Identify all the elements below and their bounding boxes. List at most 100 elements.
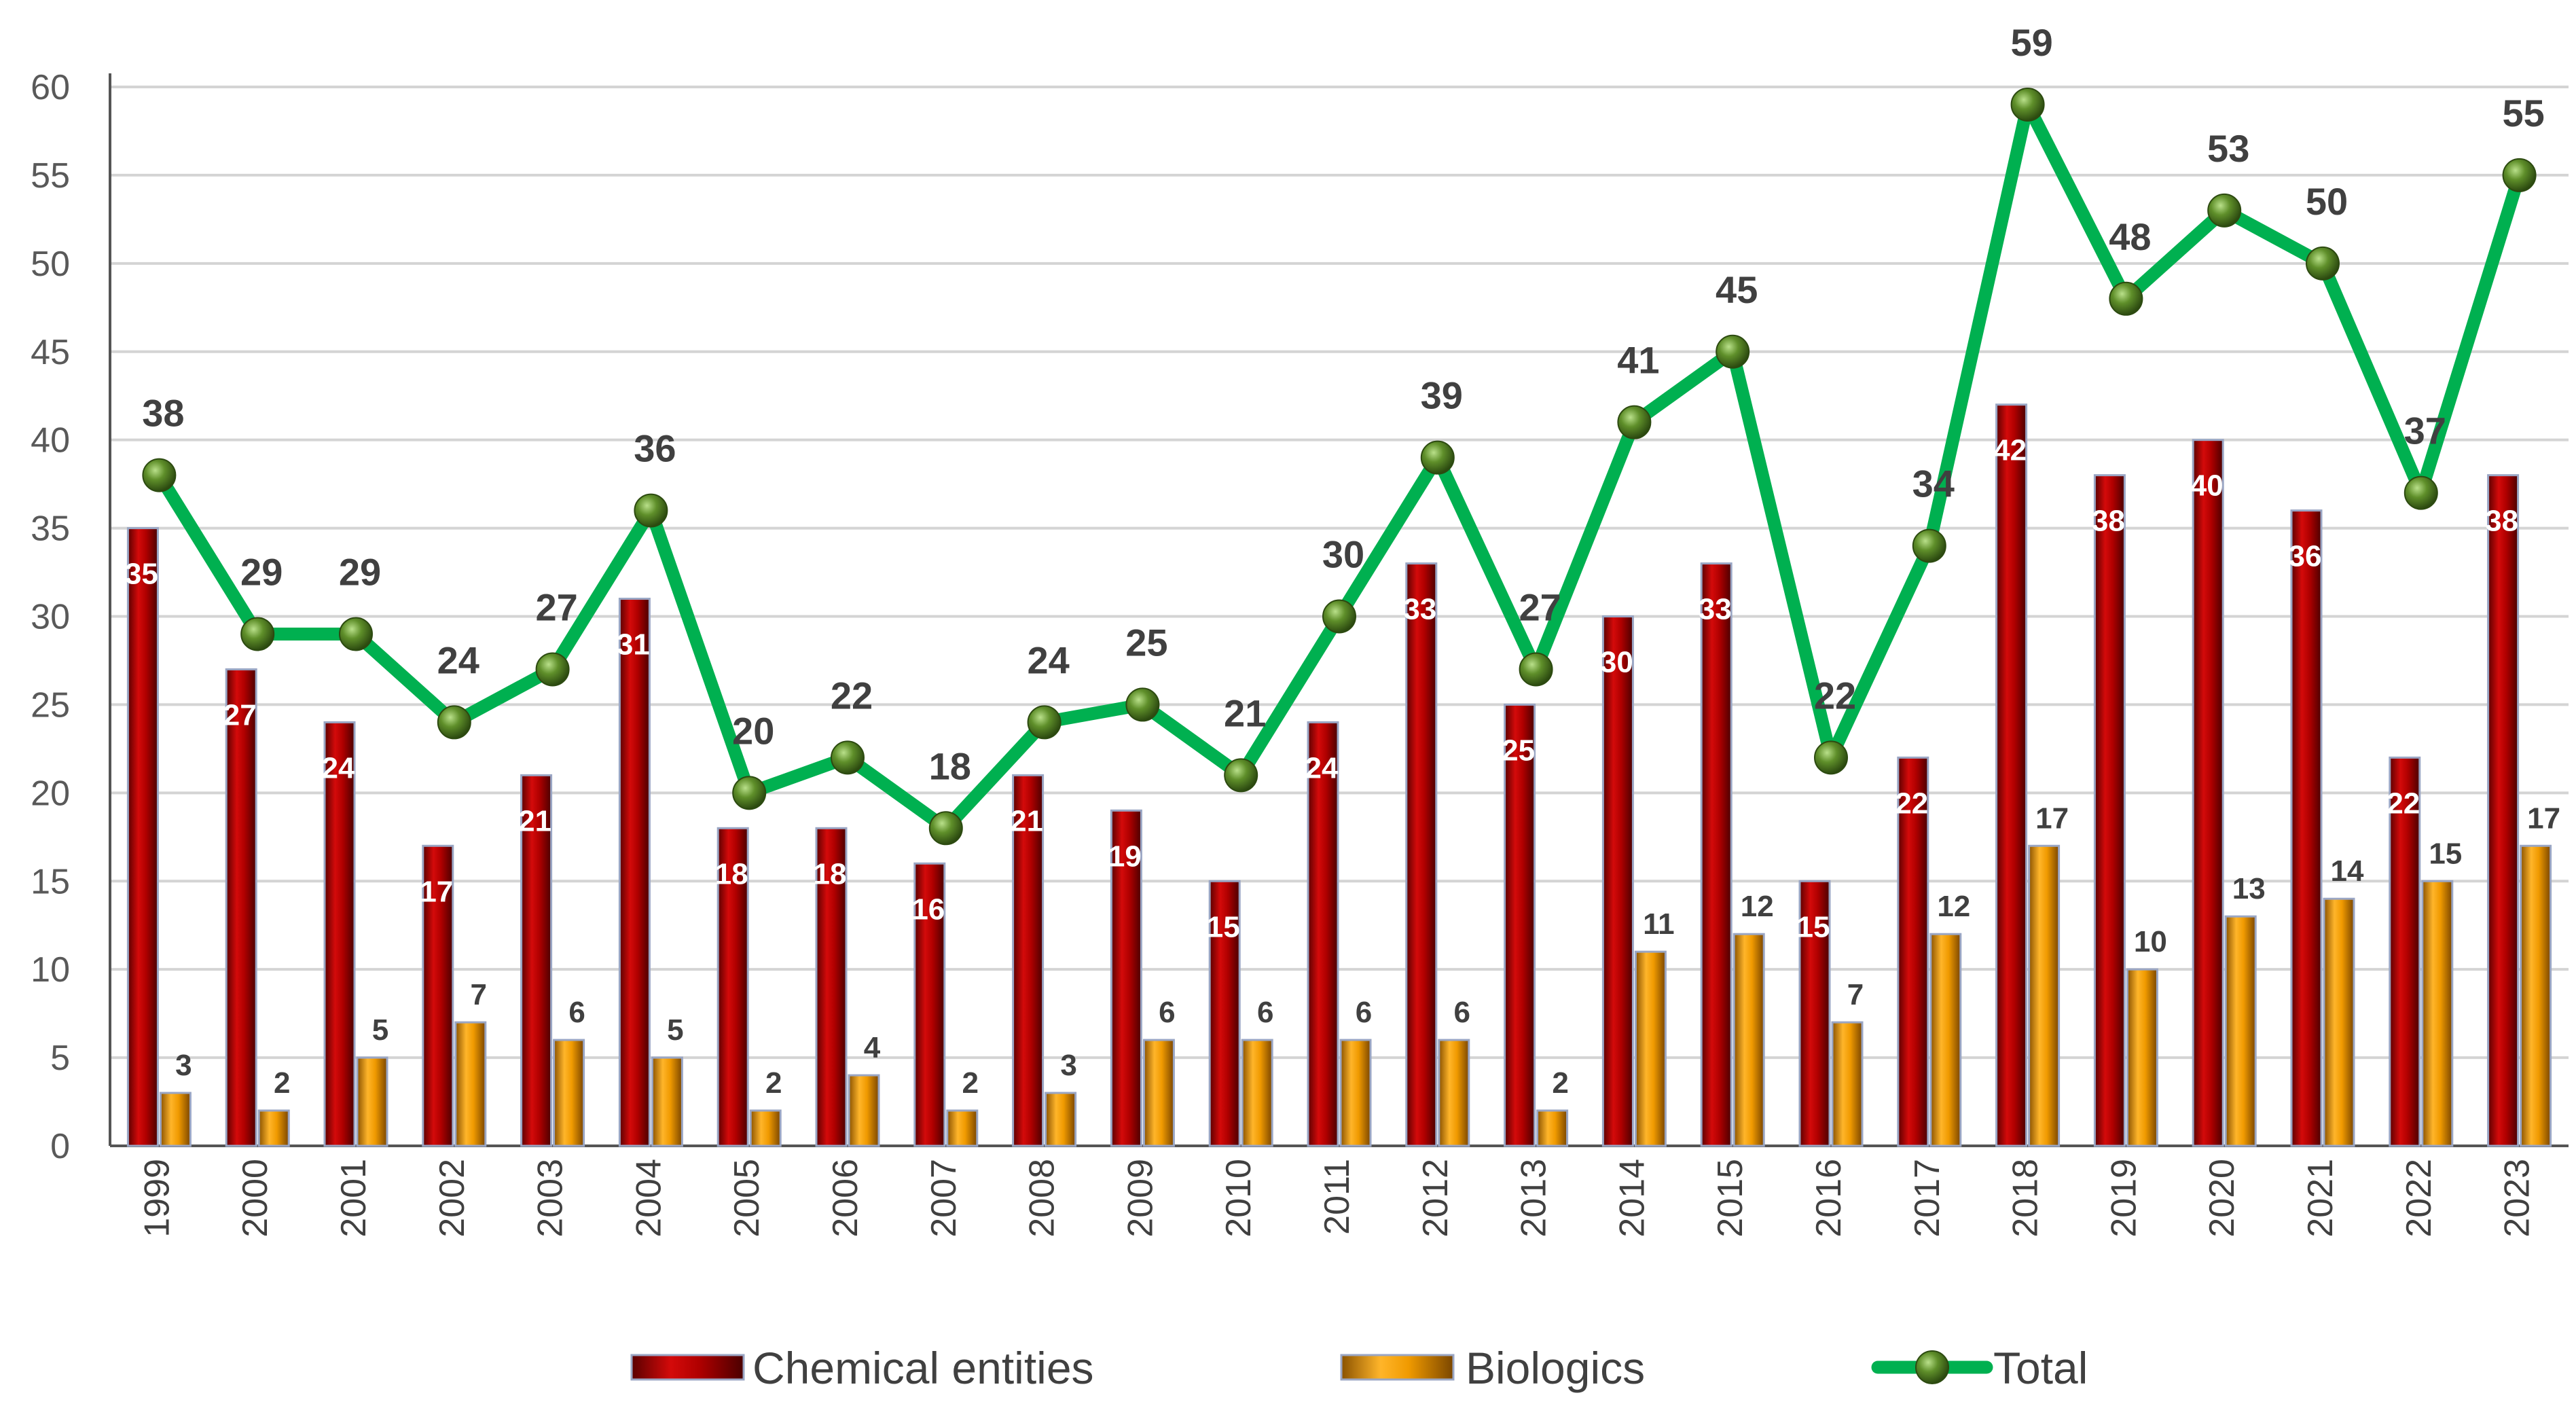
bar-chemical-entities [1110, 809, 1142, 1147]
bar-biologics [749, 1109, 782, 1147]
data-label-total: 18 [929, 744, 971, 787]
data-label-total: 24 [1027, 638, 1069, 681]
data-label-total: 27 [1519, 585, 1561, 628]
data-label-biologics: 15 [2429, 837, 2462, 870]
data-label-chemical-entities: 36 [2289, 540, 2322, 573]
marker-total [437, 705, 471, 740]
x-tick-label: 2009 [1121, 1159, 1160, 1238]
x-tick-label: 2020 [2202, 1159, 2242, 1238]
data-label-total: 25 [1125, 621, 1167, 664]
y-tick-label: 30 [31, 598, 70, 637]
data-label-total: 41 [1617, 339, 1659, 382]
bar-biologics [1045, 1092, 1077, 1147]
marker-total [732, 776, 767, 810]
data-label-total: 27 [535, 585, 577, 628]
bar-biologics [356, 1056, 388, 1147]
marker-total [2403, 475, 2438, 510]
legend-label-chemical-entities: Chemical entities [752, 1343, 1094, 1393]
data-label-chemical-entities: 22 [2387, 787, 2420, 820]
bar-chemical-entities [225, 668, 257, 1147]
data-label-chemical-entities: 21 [518, 804, 551, 837]
data-label-biologics: 17 [2527, 801, 2560, 835]
y-tick-label: 40 [31, 421, 70, 461]
x-tick-label: 2013 [1514, 1159, 1554, 1238]
bar-biologics [454, 1021, 487, 1147]
data-label-total: 29 [339, 550, 381, 593]
marker-total [2207, 193, 2242, 228]
data-label-total: 24 [437, 638, 479, 681]
data-label-biologics: 2 [962, 1066, 979, 1100]
data-label-chemical-entities: 31 [617, 628, 650, 662]
data-label-biologics: 2 [765, 1066, 782, 1100]
data-label-chemical-entities: 24 [1305, 751, 1339, 785]
data-label-total: 39 [1421, 374, 1463, 417]
bar-chemical-entities [1307, 721, 1339, 1147]
y-tick-label: 60 [31, 68, 70, 107]
bar-chemical-entities [1208, 880, 1241, 1147]
data-label-biologics: 6 [1356, 996, 1372, 1029]
bar-biologics [1831, 1021, 1864, 1147]
data-label-chemical-entities: 33 [1699, 593, 1732, 626]
x-tick-label: 2004 [629, 1159, 668, 1238]
data-label-biologics: 12 [1741, 890, 1774, 923]
bar-biologics [1929, 933, 1962, 1147]
data-label-chemical-entities: 35 [125, 558, 158, 591]
x-tick-label: 2017 [1908, 1159, 1947, 1238]
y-tick-label: 50 [31, 245, 70, 284]
bar-biologics [1634, 950, 1667, 1147]
data-label-biologics: 13 [2232, 872, 2266, 905]
bar-biologics [2520, 844, 2552, 1147]
x-tick-label: 2003 [531, 1159, 570, 1238]
bar-chemical-entities [2487, 474, 2520, 1147]
x-tick-label: 2023 [2498, 1159, 2537, 1238]
marker-total [339, 617, 373, 651]
bar-chemical-entities [520, 774, 553, 1147]
marker-total [2010, 87, 2045, 122]
x-tick-label: 2018 [2006, 1159, 2046, 1238]
data-label-total: 34 [1912, 463, 1955, 505]
bar-biologics [257, 1109, 290, 1147]
bar-chemical-entities [1504, 703, 1536, 1147]
bars [126, 403, 2552, 1147]
data-label-chemical-entities: 40 [2190, 469, 2224, 503]
marker-total [1617, 405, 1652, 439]
legend-swatch-chemical-entities [630, 1354, 745, 1381]
x-tick-label: 2000 [236, 1159, 275, 1238]
data-label-biologics: 6 [1454, 996, 1470, 1029]
data-label-total: 20 [732, 709, 774, 752]
y-tick-label: 55 [31, 156, 70, 196]
data-label-biologics: 14 [2331, 854, 2364, 888]
bar-chemical-entities [2093, 474, 2126, 1147]
data-label-total: 38 [142, 392, 184, 435]
x-tick-label: 2011 [1318, 1159, 1357, 1235]
data-label-chemical-entities: 18 [715, 857, 748, 890]
y-tick-label: 25 [31, 685, 70, 725]
marker-total [634, 493, 668, 528]
bar-biologics [1733, 933, 1765, 1147]
data-label-total: 30 [1322, 533, 1364, 576]
data-label-total: 53 [2207, 127, 2249, 170]
y-tick-label: 5 [50, 1039, 70, 1078]
marker-total [831, 740, 865, 775]
bar-biologics [1339, 1039, 1372, 1147]
bar-biologics [946, 1109, 979, 1147]
x-tick-label: 1999 [137, 1159, 177, 1238]
data-label-biologics: 2 [1552, 1066, 1568, 1100]
data-label-chemical-entities: 38 [2092, 505, 2125, 538]
marker-total [1912, 528, 1946, 563]
x-tick-label: 2010 [1219, 1159, 1258, 1238]
x-tick-label: 2014 [1612, 1159, 1652, 1238]
data-label-biologics: 5 [372, 1013, 388, 1047]
y-tick-label: 15 [31, 862, 70, 901]
legend-swatch-total-marker [1915, 1350, 1949, 1384]
data-label-total: 22 [831, 674, 873, 717]
data-label-chemical-entities: 16 [911, 893, 945, 926]
marker-total [142, 458, 177, 492]
data-label-chemical-entities: 21 [1010, 804, 1043, 837]
data-label-biologics: 12 [1937, 890, 1970, 923]
bar-chemical-entities [422, 844, 454, 1147]
data-label-biologics: 6 [1257, 996, 1273, 1029]
